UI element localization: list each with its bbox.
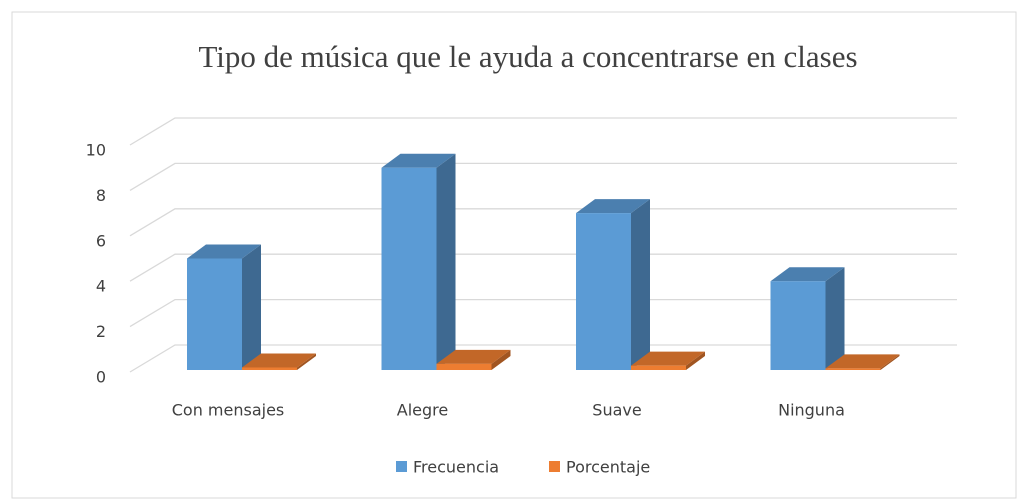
bar-top <box>381 153 456 168</box>
chart-frame <box>11 11 1017 499</box>
bar-side <box>631 199 650 370</box>
chart-title: Tipo de música que le ayuda a concentrar… <box>198 39 857 74</box>
bar-top <box>242 353 316 368</box>
legend-swatch <box>549 461 560 472</box>
y-tick-label: 2 <box>96 322 106 341</box>
legend-swatch <box>396 461 407 472</box>
y-tick-label: 4 <box>96 277 106 296</box>
legend-label: Frecuencia <box>413 458 499 477</box>
grid-line <box>129 117 957 146</box>
grid-line <box>129 162 957 191</box>
bar-top <box>187 244 261 259</box>
bar <box>770 281 826 370</box>
bar <box>436 363 492 370</box>
y-tick-label: 6 <box>96 231 106 250</box>
bar <box>825 368 881 370</box>
grid-line <box>129 253 957 282</box>
x-tick-label: Con mensajes <box>172 401 285 420</box>
x-tick-label: Suave <box>592 401 641 420</box>
bar-top <box>631 351 705 366</box>
bar-top <box>436 349 511 364</box>
x-tick-label: Ninguna <box>778 401 845 420</box>
grid-line <box>129 344 957 373</box>
bar-side <box>491 349 511 370</box>
grid-line <box>129 208 957 237</box>
legend-label: Porcentaje <box>566 458 650 477</box>
y-tick-label: 10 <box>86 141 106 160</box>
bar <box>576 213 631 370</box>
bar <box>381 167 437 370</box>
bar-side <box>686 351 705 370</box>
bar-side <box>825 267 845 370</box>
x-tick-label: Alegre <box>397 401 448 420</box>
bar-side <box>242 244 261 370</box>
bar-top <box>770 267 845 282</box>
bar-side <box>880 354 900 370</box>
y-tick-label: 0 <box>96 368 106 387</box>
y-tick-label: 8 <box>96 186 106 205</box>
bar <box>242 367 297 370</box>
bar-top <box>825 354 900 369</box>
bar-top <box>576 199 650 214</box>
grid-line <box>129 298 957 328</box>
bar <box>631 365 686 370</box>
bar-side <box>297 353 316 370</box>
bar <box>187 258 242 370</box>
bar-side <box>436 153 456 370</box>
